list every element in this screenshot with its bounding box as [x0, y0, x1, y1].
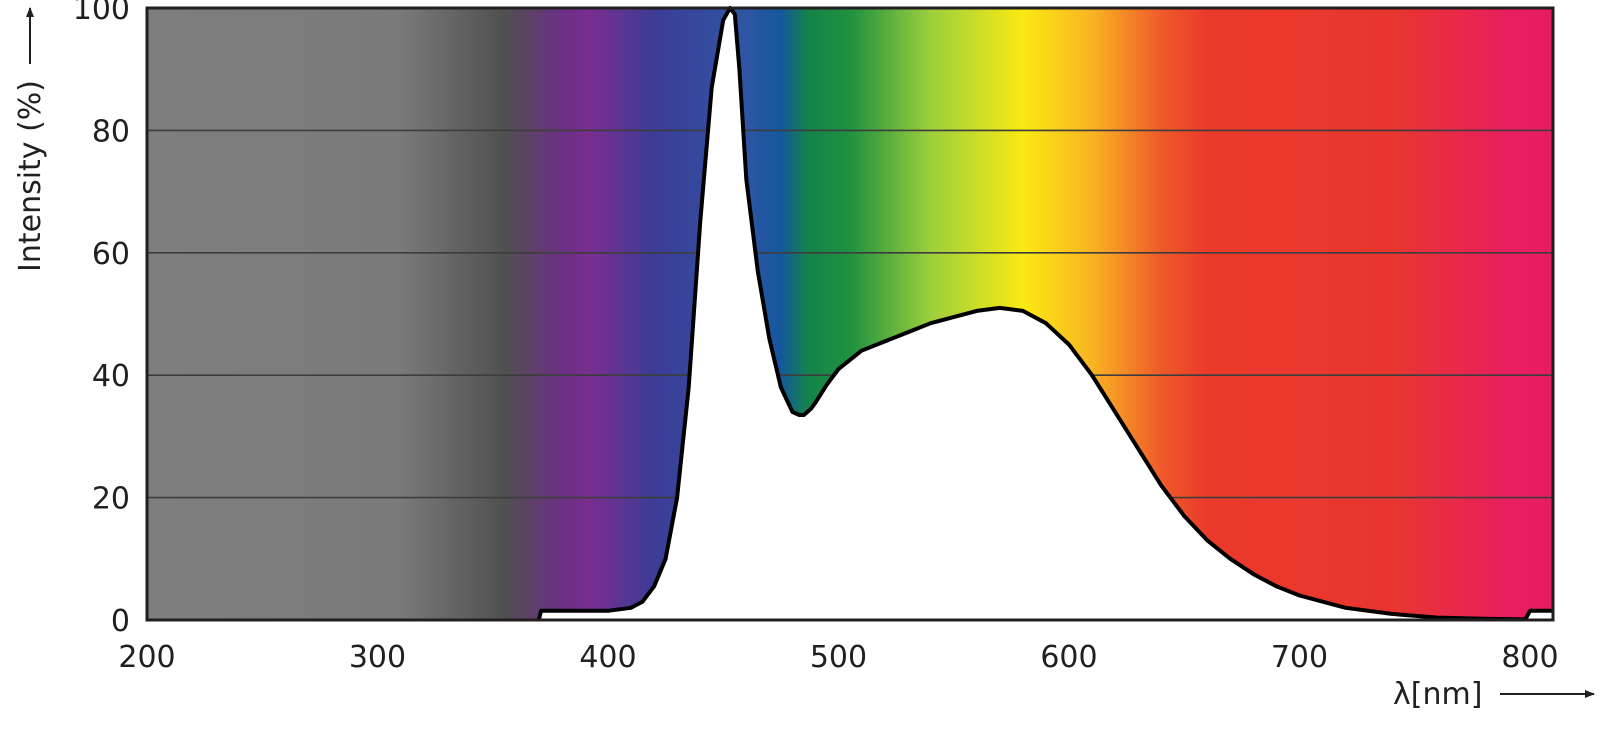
x-tick-label-200: 200: [118, 640, 175, 675]
intensity-area: [538, 8, 1553, 620]
y-tick-label-80: 80: [92, 114, 130, 149]
x-tick-label-800: 800: [1501, 640, 1558, 675]
y-tick-labels: 0 20 40 60 80 100: [73, 0, 130, 639]
y-tick-label-60: 60: [92, 237, 130, 272]
plot-frame: [145, 6, 1555, 622]
x-tick-label-600: 600: [1040, 640, 1097, 675]
x-tick-label-400: 400: [579, 640, 636, 675]
y-tick-label-0: 0: [111, 604, 130, 639]
y-tick-label-40: 40: [92, 359, 130, 394]
x-tick-label-500: 500: [810, 640, 867, 675]
y-tick-label-100: 100: [73, 0, 130, 27]
y-tick-label-20: 20: [92, 482, 130, 517]
x-tick-label-700: 700: [1271, 640, 1328, 675]
intensity-curve: [536, 6, 1553, 622]
x-tick-labels: 200 300 400 500 600 700 800: [118, 640, 1558, 675]
y-axis-title: Intensity (%): [13, 80, 48, 272]
x-axis-title: λ[nm]: [1393, 677, 1482, 712]
x-tick-label-300: 300: [349, 640, 406, 675]
